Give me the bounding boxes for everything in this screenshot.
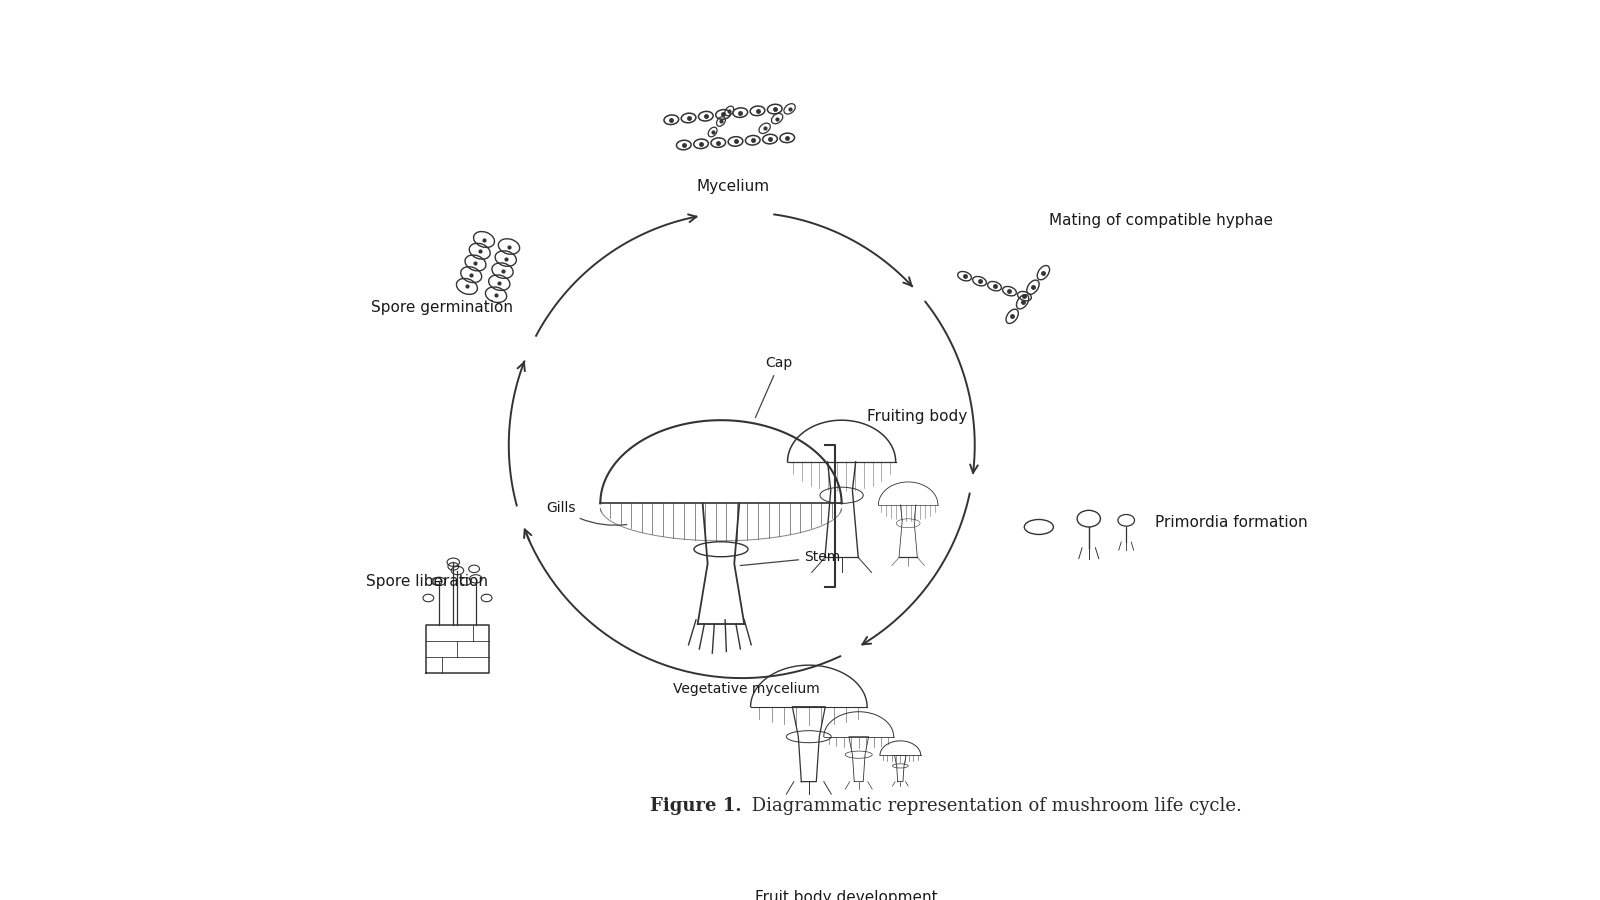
Text: Cap: Cap — [755, 356, 794, 418]
Text: Figure 1.: Figure 1. — [650, 797, 742, 815]
Text: Stem: Stem — [741, 551, 840, 565]
Text: Diagrammatic representation of mushroom life cycle.: Diagrammatic representation of mushroom … — [746, 797, 1242, 815]
Text: Vegetative mycelium: Vegetative mycelium — [672, 682, 819, 697]
Text: Spore germination: Spore germination — [371, 300, 514, 315]
Text: Mycelium: Mycelium — [698, 179, 770, 194]
Text: Fruiting body: Fruiting body — [867, 410, 966, 424]
Text: Mating of compatible hyphae: Mating of compatible hyphae — [1048, 213, 1272, 228]
Text: Primordia formation: Primordia formation — [1155, 516, 1307, 530]
Text: Gills: Gills — [546, 500, 627, 526]
Text: Fruit body development: Fruit body development — [755, 890, 938, 900]
Text: Spore liberation: Spore liberation — [366, 574, 488, 589]
